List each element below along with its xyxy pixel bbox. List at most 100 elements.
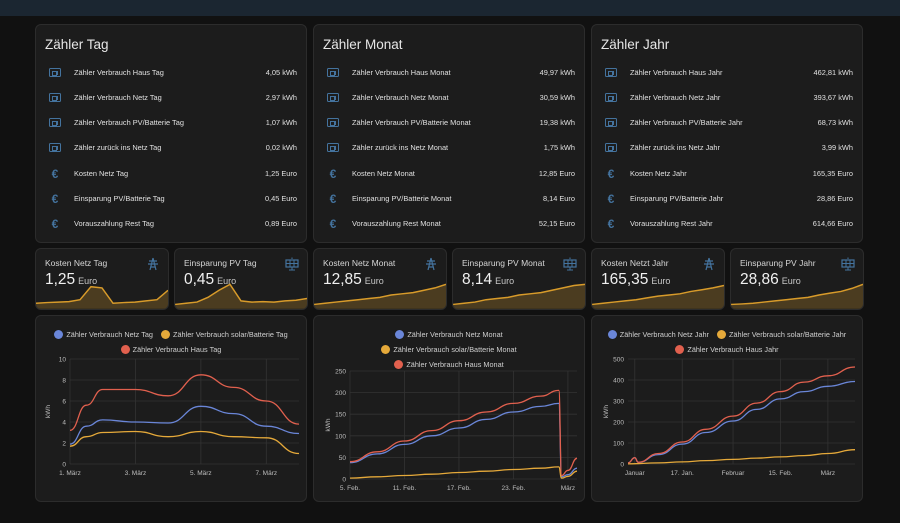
meter-icon: [48, 91, 62, 105]
entity-row[interactable]: € Einsparung PV/Batterie Jahr 28,86 Euro: [592, 186, 862, 211]
legend-swatch: [394, 360, 404, 369]
entity-label: Zähler Verbrauch Netz Tag: [74, 93, 162, 102]
euro-icon: €: [51, 166, 59, 181]
series-line[interactable]: [627, 366, 856, 464]
sensor-card[interactable]: Einsparung PV Tag 0,45 Euro: [174, 248, 308, 310]
counter-card: Zähler Tag Zähler Verbrauch Haus Tag 4,05 …: [35, 24, 307, 243]
legend-label: Zähler Verbrauch Haus Monat: [406, 360, 504, 369]
series-line[interactable]: [349, 402, 578, 478]
sensor-value: 28,86 Euro: [740, 271, 801, 289]
legend-swatch: [161, 330, 170, 339]
legend-swatch: [675, 345, 685, 354]
sensor-sparkline: [314, 283, 446, 309]
euro-icon: €: [607, 216, 615, 231]
sensor-sparkline: [175, 283, 307, 309]
y-tick-label: 300: [613, 399, 624, 406]
entity-row[interactable]: € Einsparung PV/Batterie Tag 0,45 Euro: [36, 186, 306, 211]
sensor-card[interactable]: Einsparung PV Monat 8,14 Euro: [452, 248, 586, 310]
series-line[interactable]: [349, 466, 578, 479]
entity-label: Vorauszahlung Rest Monat: [352, 219, 441, 228]
entity-value: 28,86 Euro: [816, 194, 853, 203]
sensor-unit: Euro: [495, 276, 515, 286]
sensor-unit: Euro: [651, 276, 671, 286]
series-line[interactable]: [69, 405, 300, 445]
euro-icon: €: [607, 166, 615, 181]
sensor-name: Kosten Netz Monat: [323, 258, 396, 268]
series-line[interactable]: [69, 430, 300, 455]
entity-label: Einsparung PV/Batterie Monat: [352, 194, 452, 203]
meter-icon: [326, 116, 340, 130]
entity-row[interactable]: Zähler zurück ins Netz Monat 1,75 kWh: [314, 135, 584, 160]
legend-label: Zähler Verbrauch solar/Batterie Monat: [393, 345, 517, 354]
entity-label: Zähler Verbrauch Netz Monat: [352, 93, 449, 102]
sensor-card[interactable]: Einsparung PV Jahr 28,86 Euro: [730, 248, 864, 310]
counter-card: Zähler Monat Zähler Verbrauch Haus Monat 4…: [313, 24, 585, 243]
entity-row[interactable]: Zähler zurück ins Netz Tag 0,02 kWh: [36, 135, 306, 160]
series-line[interactable]: [349, 389, 578, 477]
legend-item[interactable]: Zähler Verbrauch Netz Tag: [54, 328, 153, 341]
euro-icon: €: [607, 191, 615, 206]
entity-row[interactable]: € Einsparung PV/Batterie Monat 8,14 Euro: [314, 186, 584, 211]
card-title: Zähler Monat: [323, 37, 403, 52]
y-tick-label: 150: [335, 412, 346, 419]
series-line[interactable]: [627, 449, 856, 465]
series-line[interactable]: [69, 374, 300, 432]
entity-row[interactable]: € Vorauszahlung Rest Jahr 614,66 Euro: [592, 211, 862, 236]
legend-item[interactable]: Zähler Verbrauch solar/Batterie Jahr: [717, 328, 846, 341]
legend-swatch: [120, 345, 130, 354]
entity-row[interactable]: Zähler Verbrauch Haus Tag 4,05 kWh: [36, 60, 306, 85]
entity-row[interactable]: € Vorauszahlung Rest Tag 0,89 Euro: [36, 211, 306, 236]
y-tick-label: 400: [613, 378, 624, 385]
entity-value: 2,97 kWh: [265, 93, 297, 102]
entity-row[interactable]: Zähler Verbrauch Netz Jahr 393,67 kWh: [592, 85, 862, 110]
legend-swatch: [717, 330, 726, 339]
meter-icon: [604, 116, 618, 130]
sensor-card[interactable]: Kosten Netz Monat 12,85 Euro: [313, 248, 447, 310]
sensor-card[interactable]: Kosten Netzt Jahr 165,35 Euro: [591, 248, 725, 310]
entity-label: Zähler Verbrauch Netz Jahr: [630, 93, 721, 102]
entity-row[interactable]: € Kosten Netz Jahr 165,35 Euro: [592, 161, 862, 186]
legend-item[interactable]: Zähler Verbrauch Haus Jahr: [675, 343, 779, 356]
euro-icon: €: [329, 216, 337, 231]
entity-row[interactable]: Zähler Verbrauch Netz Monat 30,59 kWh: [314, 85, 584, 110]
entity-row[interactable]: Zähler Verbrauch PV/Batterie Tag 1,07 kWh: [36, 110, 306, 135]
y-tick-label: 0: [62, 462, 66, 469]
sensor-unit: Euro: [781, 276, 801, 286]
legend-item[interactable]: Zähler Verbrauch solar/Batterie Tag: [161, 328, 288, 341]
entity-row[interactable]: Zähler Verbrauch Haus Monat 49,97 kWh: [314, 60, 584, 85]
entity-row[interactable]: € Vorauszahlung Rest Monat 52,15 Euro: [314, 211, 584, 236]
legend-item[interactable]: Zähler Verbrauch Haus Monat: [394, 358, 504, 371]
meter-icon: [604, 66, 618, 80]
sensor-value-number: 1,25: [45, 271, 76, 288]
solar-panel-icon: [563, 257, 577, 271]
entity-row[interactable]: Zähler zurück ins Netz Jahr 3,99 kWh: [592, 135, 862, 160]
entity-value: 1,25 Euro: [264, 169, 297, 178]
entity-value: 4,05 kWh: [265, 68, 297, 77]
sensor-value: 1,25 Euro: [45, 271, 97, 289]
chart-legend: Zähler Verbrauch Netz Monat Zähler Verbra…: [314, 328, 584, 373]
entity-row[interactable]: € Kosten Netz Tag 1,25 Euro: [36, 161, 306, 186]
legend-item[interactable]: Zähler Verbrauch Netz Jahr: [607, 328, 709, 341]
history-graph-card: Zähler Verbrauch Netz Tag Zähler Verbrauc…: [35, 315, 307, 502]
sparkline-series: [36, 285, 168, 305]
entity-row[interactable]: Zähler Verbrauch Netz Tag 2,97 kWh: [36, 85, 306, 110]
legend-item[interactable]: Zähler Verbrauch Netz Monat: [395, 328, 503, 341]
entity-value: 0,89 Euro: [264, 219, 297, 228]
entity-row[interactable]: Zähler Verbrauch PV/Batterie Jahr 68,73 k…: [592, 110, 862, 135]
y-tick-label: 200: [613, 420, 624, 427]
entity-row[interactable]: Zähler Verbrauch PV/Batterie Monat 19,38 …: [314, 110, 584, 135]
x-tick-label: Januar: [625, 470, 646, 477]
line-chart: 0 2 4 6 8 10 1. März 3. März 5. März 7. März kWh: [45, 357, 300, 477]
sparkline-series: [175, 283, 307, 306]
legend-label: Zähler Verbrauch Netz Jahr: [619, 330, 709, 339]
legend-item[interactable]: Zähler Verbrauch solar/Batterie Monat: [381, 343, 517, 356]
sensor-sparkline: [36, 285, 168, 309]
entity-row[interactable]: Zähler Verbrauch Haus Jahr 462,81 kWh: [592, 60, 862, 85]
history-graph-card: Zähler Verbrauch Netz Jahr Zähler Verbrau…: [591, 315, 863, 502]
entity-row[interactable]: € Kosten Netz Monat 12,85 Euro: [314, 161, 584, 186]
legend-item[interactable]: Zähler Verbrauch Haus Tag: [120, 343, 221, 356]
entity-value: 462,81 kWh: [813, 68, 853, 77]
sensor-card[interactable]: Kosten Netz Tag 1,25 Euro: [35, 248, 169, 310]
sensor-name: Kosten Netzt Jahr: [601, 258, 669, 268]
legend-swatch: [395, 330, 405, 339]
